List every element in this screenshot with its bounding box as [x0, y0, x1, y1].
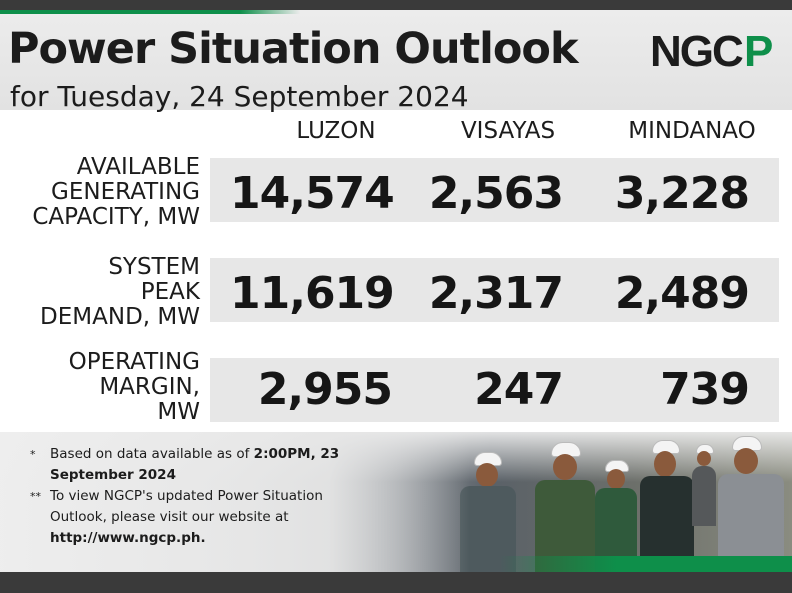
- bottom-bar: [0, 572, 792, 593]
- value-capacity-mindanao: 3,228: [614, 168, 750, 219]
- column-header-mindanao: MINDANAO: [628, 118, 756, 144]
- page-title: Power Situation Outlook: [8, 24, 579, 74]
- footnote-1-datetime: 2:00PM, 23 September 2024: [50, 446, 340, 483]
- ngcp-logo: NGC P: [650, 27, 773, 76]
- value-capacity-luzon: 14,574: [230, 168, 395, 219]
- footnote-1-text: Based on data available as of: [50, 446, 254, 462]
- value-demand-mindanao: 2,489: [614, 268, 750, 319]
- row-band-margin: [210, 358, 779, 422]
- value-margin-mindanao: 739: [660, 364, 750, 415]
- page-subtitle: for Tuesday, 24 September 2024: [10, 80, 469, 113]
- website-link[interactable]: http://www.ngcp.ph.: [50, 530, 206, 546]
- column-header-luzon: LUZON: [296, 118, 376, 144]
- top-bar: [0, 0, 792, 10]
- row-label-margin: OPERATING MARGIN, MW: [68, 349, 200, 425]
- bottom-accent-stripe: [500, 556, 792, 572]
- svg-text:NGC: NGC: [650, 27, 743, 76]
- value-demand-visayas: 2,317: [428, 268, 564, 319]
- footnotes: * Based on data available as of 2:00PM, …: [30, 444, 360, 549]
- svg-text:P: P: [744, 27, 773, 76]
- photo-fade-overlay: [0, 432, 470, 572]
- value-margin-visayas: 247: [474, 364, 564, 415]
- footnote-2: ** To view NGCP's updated Power Situatio…: [30, 486, 360, 549]
- value-capacity-visayas: 2,563: [428, 168, 564, 219]
- top-accent-stripe: [0, 10, 300, 14]
- column-header-visayas: VISAYAS: [460, 118, 556, 144]
- row-label-capacity: AVAILABLE GENERATING CAPACITY, MW: [32, 154, 200, 230]
- row-band-demand: [210, 258, 779, 322]
- row-band-capacity: [210, 158, 779, 222]
- value-margin-luzon: 2,955: [257, 364, 393, 415]
- footnote-2-mark: **: [30, 490, 41, 503]
- footnote-2-text: To view NGCP's updated Power Situation O…: [50, 488, 323, 525]
- row-label-demand: SYSTEM PEAK DEMAND, MW: [40, 254, 200, 330]
- header: Power Situation Outlook for Tuesday, 24 …: [0, 10, 792, 113]
- linemen-photo: [0, 432, 792, 572]
- footnote-1-mark: *: [30, 448, 36, 461]
- value-demand-luzon: 11,619: [230, 268, 395, 319]
- footnote-1: * Based on data available as of 2:00PM, …: [30, 444, 360, 486]
